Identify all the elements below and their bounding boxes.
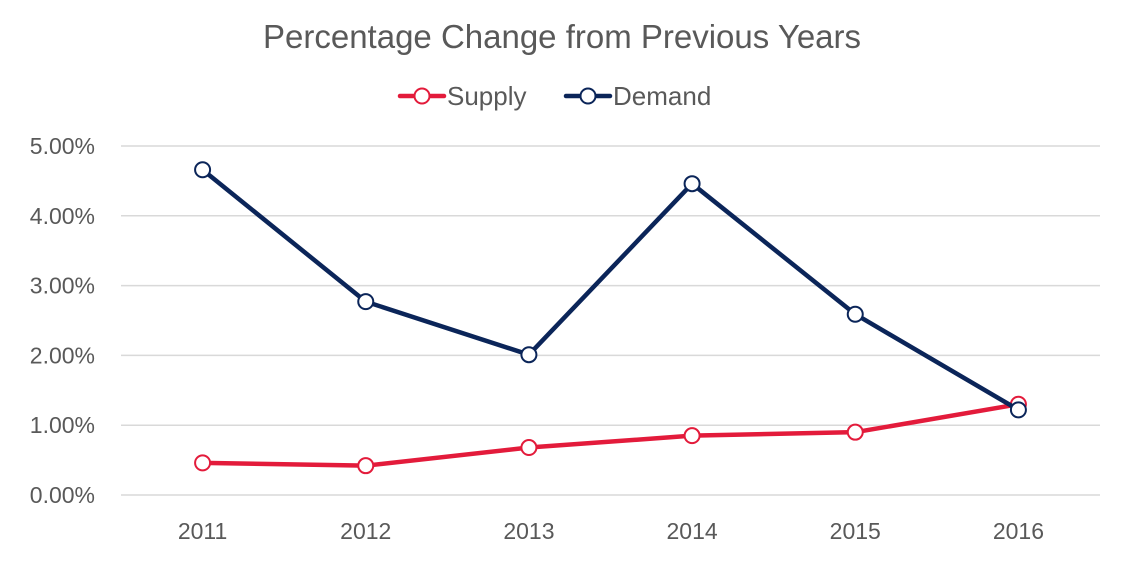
demand-point xyxy=(520,346,538,364)
supply-point xyxy=(520,439,538,457)
supply-line xyxy=(200,402,1021,468)
y-tick-label: 1.00% xyxy=(30,412,95,438)
supply-point xyxy=(194,454,212,472)
series-demand xyxy=(194,161,1027,419)
x-axis-ticks: 2011 2012 2013 2014 2015 2016 xyxy=(178,518,1044,544)
legend: Supply Demand xyxy=(397,81,711,111)
series-layer xyxy=(194,161,1027,475)
series-supply xyxy=(194,395,1027,475)
chart-title: Percentage Change from Previous Years xyxy=(263,18,861,55)
legend-label-demand: Demand xyxy=(613,81,711,111)
demand-line xyxy=(200,167,1021,413)
y-tick-label: 0.00% xyxy=(30,482,95,508)
y-axis-ticks: 0.00% 1.00% 2.00% 3.00% 4.00% 5.00% xyxy=(30,133,95,508)
demand-point xyxy=(683,175,701,193)
demand-point xyxy=(846,305,864,323)
demand-point xyxy=(194,161,212,179)
x-tick-label: 2015 xyxy=(830,518,881,544)
supply-point xyxy=(846,423,864,441)
y-tick-label: 3.00% xyxy=(30,273,95,299)
demand-point xyxy=(357,293,375,311)
y-tick-label: 2.00% xyxy=(30,342,95,368)
x-tick-label: 2011 xyxy=(178,518,227,544)
x-tick-label: 2013 xyxy=(503,518,554,544)
demand-point xyxy=(1009,401,1027,419)
x-tick-label: 2012 xyxy=(340,518,391,544)
legend-item-supply: Supply xyxy=(397,81,527,111)
supply-point xyxy=(683,427,701,445)
legend-marker-demand xyxy=(579,87,597,105)
legend-marker-supply xyxy=(413,87,431,105)
gridlines xyxy=(121,145,1100,496)
y-tick-label: 5.00% xyxy=(30,133,95,159)
x-tick-label: 2014 xyxy=(666,518,717,544)
legend-label-supply: Supply xyxy=(447,81,527,111)
legend-item-demand: Demand xyxy=(563,81,711,111)
supply-point xyxy=(357,457,375,475)
x-tick-label: 2016 xyxy=(993,518,1044,544)
y-tick-label: 4.00% xyxy=(30,203,95,229)
